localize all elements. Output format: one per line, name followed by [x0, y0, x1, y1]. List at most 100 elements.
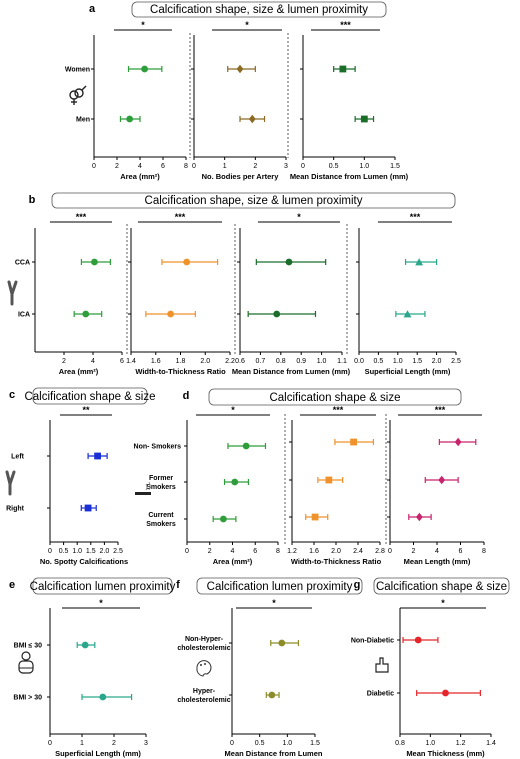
x-axis-label: Area (mm²) — [120, 172, 160, 181]
x-axis-label: Superficial Length (mm) — [365, 367, 451, 376]
subplot-a1: 0 2 4 6 8 Area (mm²) Women Men * — [65, 20, 188, 181]
panel-c-title-box — [32, 387, 148, 405]
carotid-bifurcation-icon — [7, 280, 18, 306]
x-tick-label: 0 — [301, 163, 305, 170]
x-axis-label: Mean Distance from Lumen — [225, 749, 323, 758]
data-point — [99, 693, 107, 701]
x-tick-label: 1 — [223, 163, 227, 170]
x-tick-label: 2.4 — [353, 548, 363, 555]
data-point — [273, 310, 281, 318]
subplot-b2: 1.4 1.6 1.8 2.0 2.2 Width-to-Thickness Ratio *… — [126, 212, 235, 376]
x-tick-label: 0.5 — [329, 163, 339, 170]
panel-g-title-box — [373, 577, 510, 595]
x-tick-label: 1.0 — [282, 740, 292, 747]
category-label: Hyper-cholesterolemic — [177, 688, 230, 704]
x-axis-label: Mean Distance from Lumen (mm) — [232, 367, 351, 376]
x-tick-label: 3 — [144, 740, 148, 747]
data-point — [94, 452, 101, 460]
x-tick-label: 0 — [48, 740, 52, 747]
x-tick-label: 0.5 — [374, 358, 384, 365]
x-tick-label: 1.5 — [86, 548, 96, 555]
x-axis-label: Mean Length (mm) — [404, 557, 471, 566]
sex-symbols-icon — [69, 85, 87, 105]
panel-e-letter: e — [9, 579, 15, 591]
data-point — [242, 442, 250, 450]
x-axis-label: Mean Distance from Lumen (mm) — [290, 172, 409, 181]
data-point — [339, 65, 347, 73]
panel-f-title-box — [196, 577, 363, 595]
data-point — [415, 512, 423, 522]
significance-label: * — [441, 598, 445, 608]
x-tick-label: 6 — [253, 548, 257, 555]
subplot-a2: 0 1 2 3 No. Bodies per Artery * — [191, 20, 288, 181]
panel-e-title-box — [32, 577, 173, 595]
data-point — [84, 504, 92, 512]
data-point — [231, 478, 239, 486]
x-axis-label: No. Spotty Calcifications — [40, 557, 128, 566]
subplot-c1: 0 0.5 1.0 1.5 2.0 2.5 No. Spotty Calcification… — [6, 405, 128, 566]
x-axis-label: Area (mm²) — [213, 557, 253, 566]
panel-c-letter: c — [9, 389, 15, 401]
category-label: ICA — [18, 312, 30, 319]
panel-g-title: Calcification shape & size — [376, 581, 507, 593]
subplot-b1: 2 4 6 Area (mm²) CCA ICA *** — [15, 212, 124, 376]
x-tick-label: 2 — [112, 740, 116, 747]
x-tick-label: 2 — [253, 163, 257, 170]
x-axis-label: Width-to-Thickness Ratio — [291, 557, 382, 566]
x-tick-label: 1.5 — [390, 163, 400, 170]
subplot-f1: 0 0.5 1.0 1.5 Mean Distance from Lumen Non-Hy… — [177, 598, 323, 758]
x-tick-label: 1.6 — [309, 548, 319, 555]
data-point — [350, 438, 357, 446]
data-point — [278, 639, 286, 647]
x-tick-label: 1.8 — [176, 358, 186, 365]
panel-b-title-box — [51, 192, 456, 209]
category-label: Men — [76, 117, 90, 124]
panel-d-title-box — [208, 388, 462, 406]
x-tick-label: 1.0 — [72, 548, 82, 555]
x-tick-label: 1.0 — [317, 358, 327, 365]
panel-c-title: Calcification shape & size — [24, 391, 155, 403]
data-point — [268, 691, 276, 699]
x-tick-label: 0.5 — [59, 548, 69, 555]
x-tick-label: 1.6 — [151, 358, 161, 365]
x-tick-label: 2.0 — [331, 548, 341, 555]
data-point — [285, 258, 293, 266]
x-tick-label: 0.6 — [235, 358, 245, 365]
x-tick-label: 0 — [185, 548, 189, 555]
x-tick-label: 4 — [435, 548, 439, 555]
panel-d-title: Calcification shape & size — [269, 392, 400, 404]
significance-label: * — [272, 598, 276, 608]
x-tick-label: 1 — [80, 740, 84, 747]
panel-a-title-box — [131, 1, 387, 18]
x-tick-label: 4 — [91, 358, 95, 365]
category-label: Non-Diabetic — [351, 638, 394, 645]
x-tick-label: 2.0 — [200, 358, 210, 365]
subplot-d3: 0 2 4 6 8 Mean Length (mm) *** — [387, 405, 486, 566]
significance-label: * — [231, 405, 235, 415]
significance-label: * — [99, 598, 103, 608]
significance-label: *** — [175, 212, 186, 222]
x-tick-label: 2.8 — [375, 548, 385, 555]
x-tick-label: 0.8 — [395, 740, 405, 747]
x-tick-label: 2 — [208, 548, 212, 555]
category-label: BMI > 30 — [13, 695, 42, 702]
data-point — [438, 475, 446, 485]
category-label: Right — [6, 506, 25, 513]
data-point — [220, 515, 227, 523]
x-tick-label: 8 — [184, 163, 188, 170]
category-label: Non-Hyper-cholesterolemic — [177, 636, 230, 652]
hand-icon — [375, 657, 389, 673]
x-tick-label: 1.1 — [337, 358, 347, 365]
x-tick-label: 0 — [388, 548, 392, 555]
significance-label: *** — [435, 405, 446, 415]
x-tick-label: 2.0 — [100, 548, 110, 555]
significance-label: *** — [333, 405, 344, 415]
panel-b-title: Calcification shape, size & lumen proxim… — [145, 195, 363, 207]
data-point — [167, 310, 175, 318]
category-label: Current Smokers — [146, 512, 176, 528]
x-tick-label: 1.0 — [425, 740, 435, 747]
x-tick-label: 2.5 — [113, 548, 123, 555]
x-tick-label: 0.8 — [276, 358, 286, 365]
data-point — [141, 65, 149, 73]
x-tick-label: 0.9 — [296, 358, 306, 365]
